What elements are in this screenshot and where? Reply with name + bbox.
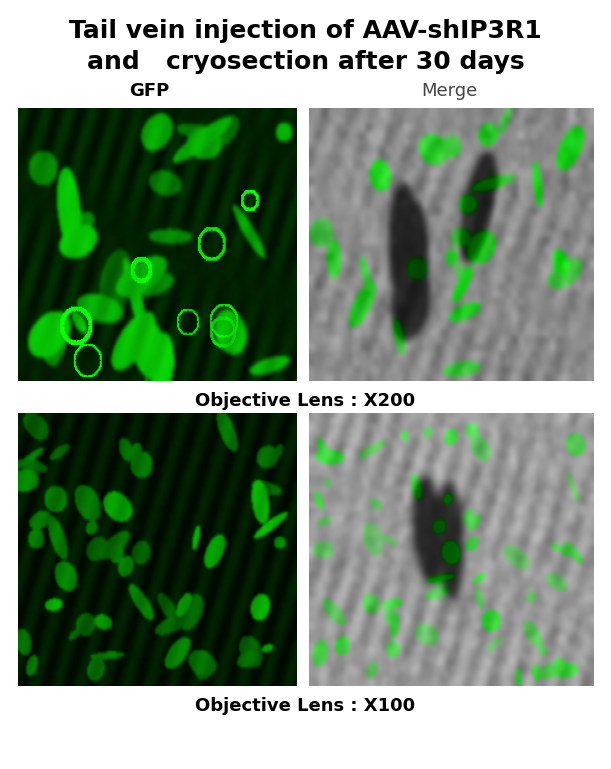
Text: Merge: Merge <box>421 82 477 100</box>
Text: Tail vein injection of AAV-shIP3R1: Tail vein injection of AAV-shIP3R1 <box>69 19 542 43</box>
Text: and   cryosection after 30 days: and cryosection after 30 days <box>87 50 524 74</box>
Text: GFP: GFP <box>130 82 170 100</box>
Text: Objective Lens : X100: Objective Lens : X100 <box>196 697 415 715</box>
Text: Objective Lens : X200: Objective Lens : X200 <box>196 392 415 410</box>
